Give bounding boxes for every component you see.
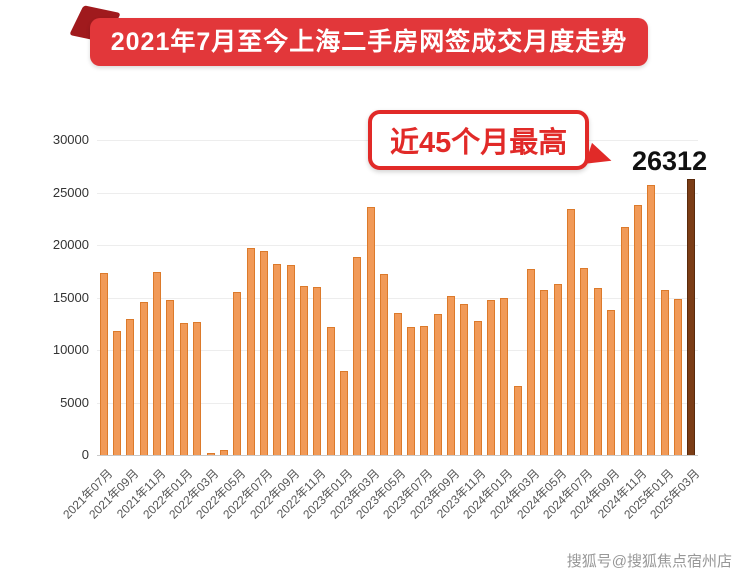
y-axis-tick-label: 5000 [60,394,89,410]
bar-2024年03月 [527,269,536,455]
bar-2021年12月 [166,299,175,455]
gridline [97,192,698,194]
highlight-callout: 近45个月最高 [368,110,616,172]
bar-2025年03月 [687,178,696,455]
bar-2022年02月 [193,321,202,455]
bar-2022年10月 [300,285,308,455]
bar-2023年07月 [420,325,429,455]
bar-2024年08月 [593,288,602,455]
bar-2021年11月 [153,272,162,455]
bar-2022年03月 [206,452,215,455]
y-axis-tick-label: 30000 [52,132,89,147]
bar-2022年04月 [219,450,228,455]
bar-2023年05月 [393,313,402,455]
gridline [97,455,698,456]
bar-2023年03月 [366,207,375,455]
bar-2024年06月 [567,209,576,455]
bar-2023年04月 [380,274,389,455]
peak-value-label: 26312 [632,146,708,176]
bar-2022年06月 [246,248,255,455]
bar-2024年09月 [607,310,616,455]
bar-2025年02月 [673,298,682,455]
bar-2023年02月 [353,256,362,455]
bar-chart-plot-area: 0 5000 10000 15000 20000 25000 30000 2021年07月 20… [53,132,703,522]
bar-2024年10月 [620,227,629,455]
bar-2022年08月 [273,263,282,455]
bar-2023年10月 [460,303,469,455]
bar-2024年02月 [513,385,522,455]
bar-2023年06月 [406,326,415,455]
bar-2025年01月 [660,290,669,455]
bar-2023年11月 [473,320,482,455]
watermark: 搜狐号@搜狐焦点宿州店 [566,553,732,570]
bar-2024年01月 [500,297,509,455]
y-axis-tick-label: 15000 [52,289,89,305]
bar-2022年01月 [179,322,188,455]
callout-text: 近45个月最高 [390,127,568,159]
bar-2021年07月 [99,273,108,455]
bar-2022年07月 [259,251,268,455]
page-title: 2021年7月至今上海二手房网签成交月度走势 [110,28,628,56]
gridline [97,245,698,246]
y-axis-tick-label: 20000 [52,237,89,252]
bar-2022年09月 [286,264,295,455]
gridline [97,297,698,299]
bar-2022年11月 [313,287,322,455]
bar-2021年09月 [126,318,135,455]
y-axis-tick-label: 10000 [52,342,89,357]
bar-2024年07月 [580,268,589,455]
bar-2023年12月 [486,299,495,455]
bar-2024年11月 [633,205,642,455]
bar-2024年04月 [540,290,549,455]
bar-2021年10月 [139,301,148,455]
title-banner: 2021年7月至今上海二手房网签成交月度走势 [90,18,648,66]
bar-2021年08月 [113,331,122,455]
bar-2022年05月 [233,292,242,455]
bar-2024年05月 [553,283,562,455]
bar-2023年08月 [433,314,442,455]
bar-2023年01月 [340,371,349,455]
bar-2023年09月 [446,296,455,455]
bar-2022年12月 [326,326,335,455]
y-axis-tick-label: 25000 [52,184,89,200]
y-axis-tick-label: 0 [81,447,89,462]
bar-2024年12月 [647,185,656,455]
